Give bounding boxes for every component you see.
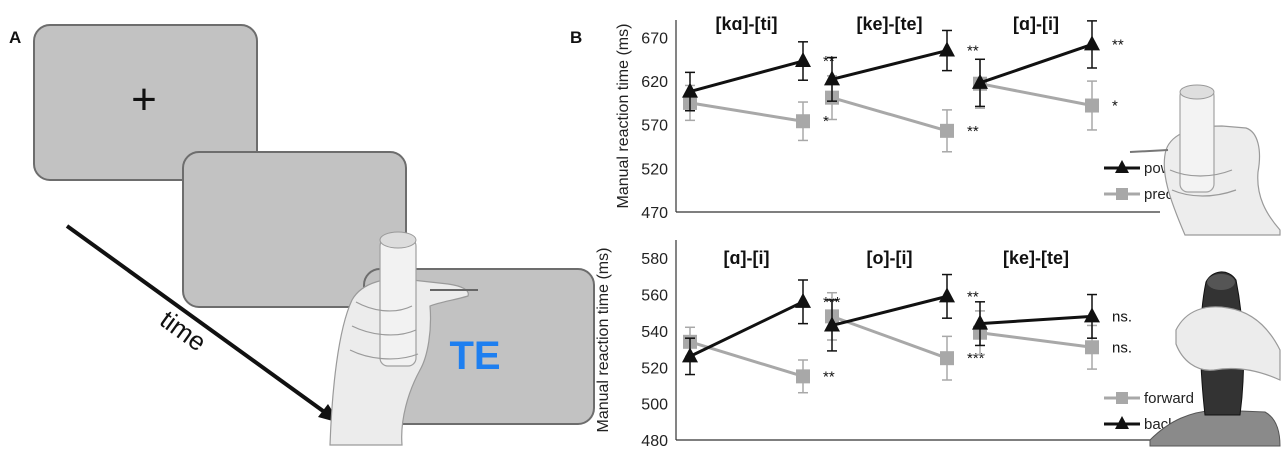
fixation-cross: + xyxy=(131,75,157,124)
point-backward xyxy=(1084,307,1100,323)
point-backward xyxy=(939,287,955,303)
y-tick-label: 580 xyxy=(641,251,668,268)
time-label: time xyxy=(155,304,212,357)
panel-a: A + TE time xyxy=(9,24,595,446)
power-grip-hand-icon xyxy=(1129,84,1281,236)
y-tick-label: 520 xyxy=(641,360,668,377)
series-line-forward xyxy=(831,314,948,360)
y-tick-label: 480 xyxy=(641,433,668,450)
point-forward xyxy=(796,369,810,384)
series-line-precision xyxy=(831,96,948,133)
series-line-backward xyxy=(979,314,1093,326)
significance-label: ns. xyxy=(1112,308,1132,325)
point-precision xyxy=(1085,98,1099,113)
condition-title: [ɑ]-[i] xyxy=(1013,14,1059,34)
chart-bottom: 480 500 520 540 560 580 Manual reaction time (… xyxy=(595,240,1280,450)
point-precision xyxy=(940,123,954,138)
significance-label: ** xyxy=(967,43,979,60)
y-tick-label: 520 xyxy=(641,161,668,178)
series-line-power xyxy=(979,43,1093,85)
point-power xyxy=(795,52,811,68)
point-forward xyxy=(1085,340,1099,355)
panel-a-label: A xyxy=(9,28,21,47)
legend-marker-precision xyxy=(1116,188,1128,200)
y-tick-label: 540 xyxy=(641,324,668,341)
point-backward xyxy=(824,316,840,332)
significance-label: ** xyxy=(967,288,979,305)
point-power xyxy=(682,82,698,98)
series-line-precision xyxy=(689,101,804,123)
y-tick-label: 670 xyxy=(641,30,668,47)
point-precision xyxy=(796,114,810,129)
legend-label-forward: forward xyxy=(1144,390,1194,407)
series-line-backward xyxy=(689,300,804,358)
point-backward xyxy=(682,347,698,363)
condition-title: [ke]-[te] xyxy=(1003,248,1069,268)
condition-title: [o]-[i] xyxy=(867,248,913,268)
point-power xyxy=(824,70,840,86)
stimulus-text: TE xyxy=(449,334,500,378)
condition-title: [kɑ]-[ti] xyxy=(716,14,778,34)
y-tick-label: 570 xyxy=(641,118,668,135)
significance-label: * xyxy=(823,113,829,130)
chart-top: 470 520 570 620 670 Manual reaction time (ms)… xyxy=(615,14,1204,222)
significance-label: ** xyxy=(823,53,835,70)
significance-label: ** xyxy=(1112,36,1124,53)
legend-marker-forward xyxy=(1116,392,1128,404)
y-tick-label: 560 xyxy=(641,288,668,305)
y-axis-title: Manual reaction time (ms) xyxy=(615,24,632,209)
series-line-power xyxy=(831,49,948,81)
point-power xyxy=(939,41,955,57)
condition-title: [ɑ]-[i] xyxy=(724,248,770,268)
significance-label: ** xyxy=(967,123,979,140)
point-backward xyxy=(795,292,811,308)
y-axis-title: Manual reaction time (ms) xyxy=(595,248,612,433)
point-power xyxy=(1084,35,1100,51)
y-tick-label: 500 xyxy=(641,397,668,414)
point-backward xyxy=(972,314,988,330)
point-power xyxy=(972,73,988,89)
series-line-backward xyxy=(831,294,948,327)
y-tick-label: 470 xyxy=(641,205,668,222)
significance-label: ns. xyxy=(1112,339,1132,356)
significance-label: *** xyxy=(967,350,985,367)
significance-label: * xyxy=(1112,98,1118,115)
series-line-precision xyxy=(979,82,1093,107)
legend-marker-backward xyxy=(1115,416,1129,429)
significance-label: ** xyxy=(823,368,835,385)
legend-marker-power xyxy=(1115,160,1129,173)
panel-b-label: B xyxy=(570,28,582,47)
series-line-forward xyxy=(979,331,1093,349)
point-forward xyxy=(940,351,954,366)
series-line-power xyxy=(689,59,804,94)
y-tick-label: 620 xyxy=(641,74,668,91)
fixation-screen xyxy=(33,24,258,181)
blank-screen xyxy=(182,151,407,308)
power-grip-hand-icon xyxy=(329,231,478,446)
joystick-hand-icon xyxy=(1149,271,1281,447)
condition-title: [ke]-[te] xyxy=(857,14,923,34)
